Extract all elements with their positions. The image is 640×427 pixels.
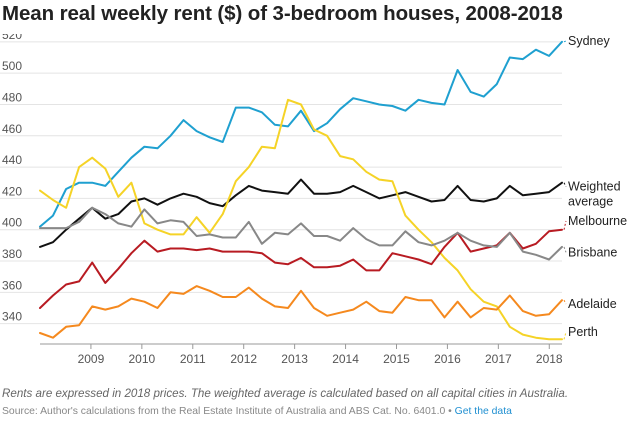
series-connector-perth bbox=[563, 332, 567, 340]
series-label-line: Adelaide bbox=[568, 297, 617, 311]
gridlines bbox=[0, 41, 562, 349]
series-label-perth: Perth bbox=[568, 325, 598, 339]
source-text: Source: Author's calculations from the R… bbox=[2, 406, 455, 417]
x-tick-label-2012: 2012 bbox=[230, 352, 257, 364]
series-label-melbourne: Melbourne bbox=[568, 214, 627, 228]
y-tick-label-480: 480 bbox=[2, 90, 22, 104]
x-tick-label-2016: 2016 bbox=[434, 352, 461, 364]
x-tick-label-2010: 2010 bbox=[129, 352, 156, 364]
x-tick-label-2018: 2018 bbox=[536, 352, 563, 364]
series-label-sydney: Sydney bbox=[568, 34, 610, 48]
y-tick-label-460: 460 bbox=[2, 122, 22, 136]
series-connector-adelaide bbox=[563, 299, 567, 305]
get-the-data-link[interactable]: Get the data bbox=[454, 406, 512, 417]
series-label-weighted-average: Weighted average bbox=[568, 180, 621, 209]
y-tick-label-520: 520 bbox=[2, 34, 22, 42]
series-label-adelaide: Adelaide bbox=[568, 297, 617, 311]
x-tick-label-2014: 2014 bbox=[332, 352, 359, 364]
series-line-weighted-average bbox=[39, 178, 563, 248]
y-tick-label-400: 400 bbox=[2, 216, 22, 230]
y-tick-label-420: 420 bbox=[2, 184, 22, 198]
series-line-sydney bbox=[39, 40, 563, 228]
x-tick-label-2011: 2011 bbox=[180, 352, 206, 364]
x-tick-label-2017: 2017 bbox=[485, 352, 512, 364]
x-tick-label-2009: 2009 bbox=[78, 352, 105, 364]
series-lines bbox=[39, 40, 563, 341]
y-tick-label-380: 380 bbox=[2, 247, 22, 261]
chart-title: Mean real weekly rent ($) of 3-bedroom h… bbox=[2, 2, 563, 25]
series-connector-sydney bbox=[563, 40, 567, 43]
series-label-line: average bbox=[568, 195, 613, 209]
series-labels: Sydney Weighted average Perth Melbourne Brisb… bbox=[563, 34, 627, 340]
series-label-line: Brisbane bbox=[568, 245, 617, 259]
chart-note: Rents are expressed in 2018 prices. The … bbox=[2, 387, 569, 400]
series-label-line: Melbourne bbox=[568, 214, 627, 228]
series-connector-weighted-average bbox=[563, 182, 567, 187]
y-axis-tick-labels: 340 360 380 400 420 440 460 480 500 520 bbox=[2, 34, 22, 324]
series-label-brisbane: Brisbane bbox=[568, 245, 617, 259]
series-connector-brisbane bbox=[563, 246, 567, 253]
x-tick-label-2013: 2013 bbox=[281, 352, 308, 364]
y-tick-label-340: 340 bbox=[2, 310, 22, 324]
series-line-brisbane bbox=[39, 206, 563, 261]
series-label-line: Sydney bbox=[568, 34, 610, 48]
y-tick-label-440: 440 bbox=[2, 153, 22, 167]
series-label-line: Perth bbox=[568, 325, 598, 339]
series-line-adelaide bbox=[39, 285, 563, 339]
source-line: Source: Author's calculations from the R… bbox=[2, 406, 512, 417]
series-label-line: Weighted bbox=[568, 180, 621, 194]
x-tick-label-2015: 2015 bbox=[383, 352, 410, 364]
series-line-perth bbox=[39, 98, 563, 341]
x-axis-tick-labels: 2009 2010 2011 2012 2013 2014 2015 2016 2017 2018 bbox=[78, 352, 563, 364]
series-line-melbourne bbox=[39, 228, 563, 309]
y-tick-label-360: 360 bbox=[2, 278, 22, 292]
y-tick-label-500: 500 bbox=[2, 59, 22, 73]
series-connector-melbourne bbox=[563, 220, 567, 230]
